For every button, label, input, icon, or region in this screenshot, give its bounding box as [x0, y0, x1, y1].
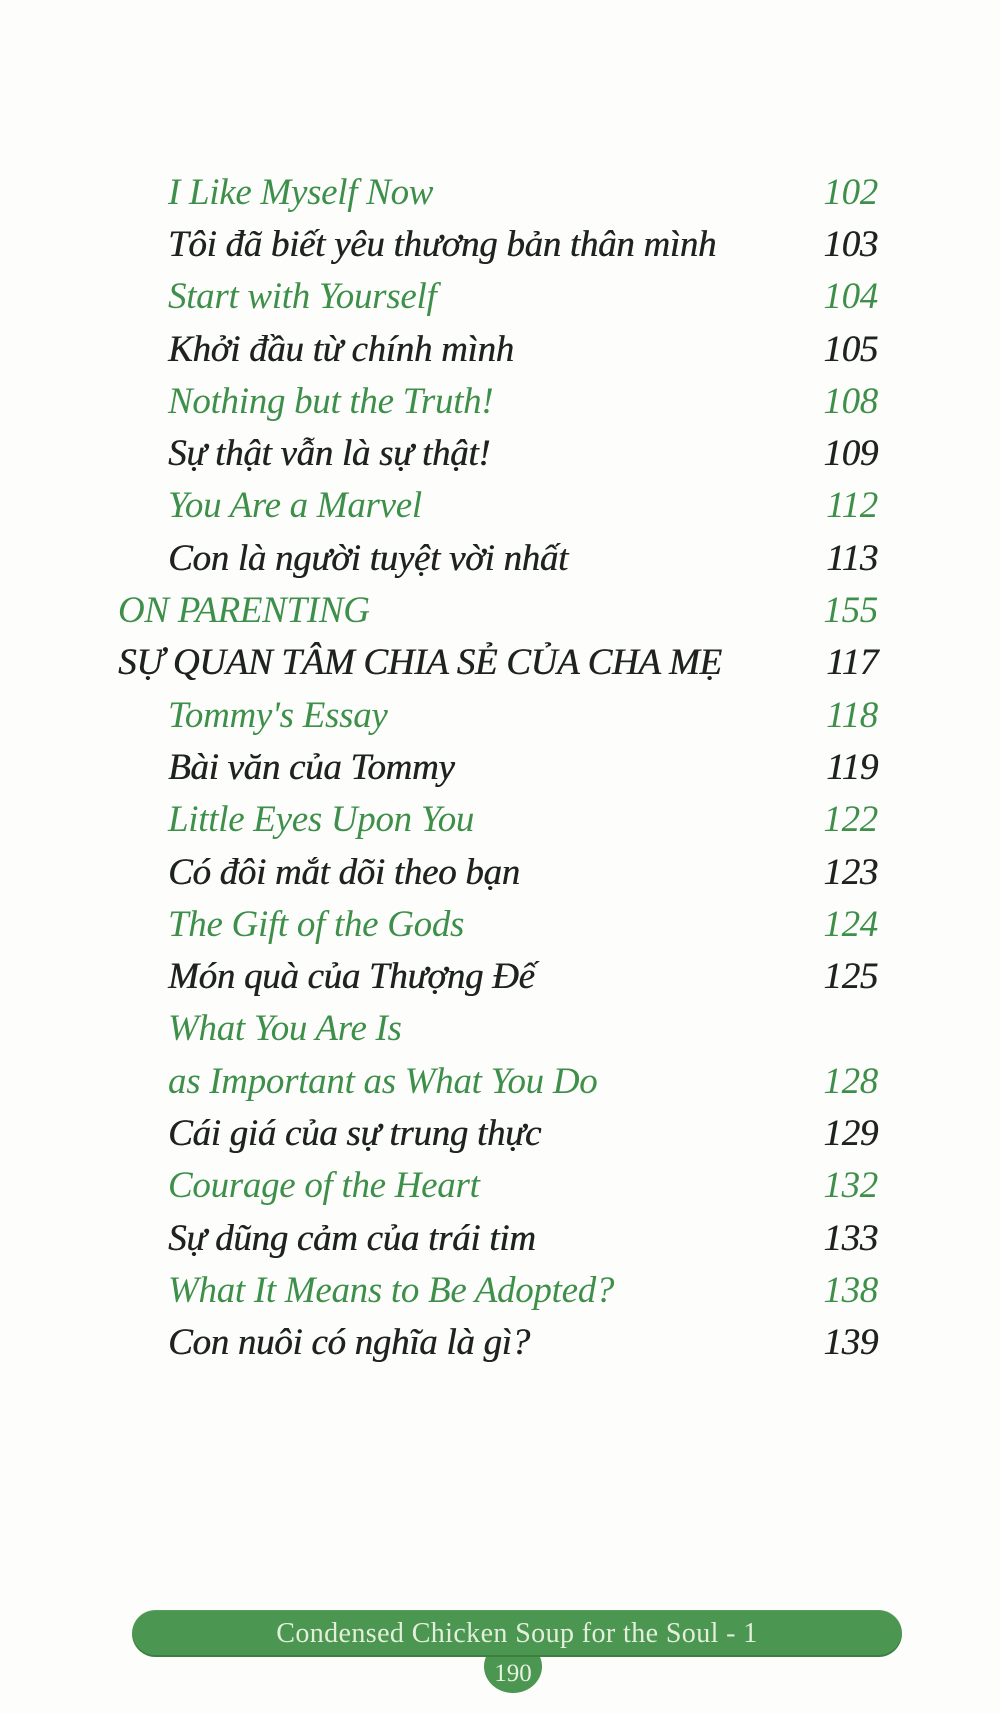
toc-row: Tôi đã biết yêu thương bản thân mình 103	[0, 218, 1000, 270]
toc-entry-page: 123	[823, 851, 878, 893]
toc-entry-page: 132	[823, 1165, 878, 1207]
page-number: 190	[494, 1660, 532, 1687]
toc-entry-title: I Like Myself Now	[168, 171, 434, 213]
toc-section-title: ON PARENTING	[118, 590, 370, 632]
toc-entry-title: The Gift of the Gods	[168, 903, 465, 945]
toc-row: You Are a Marvel 112	[0, 480, 1000, 532]
toc-entry-title: Cái giá của sự trung thực	[168, 1112, 542, 1154]
toc-row: The Gift of the Gods 124	[0, 898, 1000, 950]
toc-entry-title: Start with Yourself	[168, 276, 437, 318]
toc-row: Bài văn của Tommy 119	[0, 741, 1000, 793]
toc-entry-title: Bài văn của Tommy	[168, 746, 455, 788]
toc-entry-page: 129	[823, 1112, 878, 1154]
toc-section-title: SỰ QUAN TÂM CHIA SẺ CỦA CHA MẸ	[118, 642, 722, 684]
toc-row: Có đôi mắt dõi theo bạn 123	[0, 846, 1000, 898]
toc-row: Courage of the Heart 132	[0, 1160, 1000, 1212]
toc-row: as Important as What You Do 128	[0, 1055, 1000, 1107]
toc-entry-page: 112	[826, 485, 878, 527]
toc-section-row: SỰ QUAN TÂM CHIA SẺ CỦA CHA MẸ 117	[0, 637, 1000, 689]
toc-entry-page: 109	[823, 433, 878, 475]
toc-entry-title: Little Eyes Upon You	[168, 799, 475, 841]
toc-row: Món quà của Thượng Đế 125	[0, 950, 1000, 1002]
footer-book-title-bar: Condensed Chicken Soup for the Soul - 1	[132, 1610, 902, 1657]
toc-entry-title: Có đôi mắt dõi theo bạn	[168, 851, 520, 893]
toc-entry-page: 117	[826, 642, 878, 684]
toc-row: Sự thật vẫn là sự thật! 109	[0, 427, 1000, 479]
toc-row: Start with Yourself 104	[0, 271, 1000, 323]
toc-row: I Like Myself Now 102	[0, 166, 1000, 218]
toc-entry-page: 102	[823, 171, 878, 213]
toc-entry-title: Con là người tuyệt vời nhất	[168, 537, 568, 579]
toc-entry-title: What It Means to Be Adopted?	[168, 1269, 615, 1311]
toc-row: What You Are Is	[0, 1003, 1000, 1055]
toc-entry-page: 128	[823, 1060, 878, 1102]
toc-entry-page: 124	[823, 903, 878, 945]
toc-entry-title: Sự thật vẫn là sự thật!	[168, 433, 491, 475]
toc-entry-page: 122	[823, 799, 878, 841]
toc-row: Little Eyes Upon You 122	[0, 794, 1000, 846]
toc-entry-title: Nothing but the Truth!	[168, 380, 494, 422]
book-title: Condensed Chicken Soup for the Soul - 1	[276, 1617, 758, 1649]
toc-entry-page: 108	[823, 380, 878, 422]
toc-row: Sự dũng cảm của trái tim 133	[0, 1212, 1000, 1264]
toc-entry-page: 138	[823, 1269, 878, 1311]
toc-entry-title: Khởi đầu từ chính mình	[168, 328, 514, 370]
toc-entry-title: Tôi đã biết yêu thương bản thân mình	[168, 223, 717, 265]
toc-section-row: ON PARENTING 155	[0, 584, 1000, 636]
toc-entry-page: 104	[823, 276, 878, 318]
toc-entry-page: 118	[826, 694, 878, 736]
toc-row: Tommy's Essay 118	[0, 689, 1000, 741]
toc-row: Con là người tuyệt vời nhất 113	[0, 532, 1000, 584]
toc-entry-page: 155	[823, 590, 878, 632]
toc-entry-title: Courage of the Heart	[168, 1165, 480, 1207]
toc-entry-page: 105	[823, 328, 878, 370]
toc-entry-title: You Are a Marvel	[168, 485, 422, 527]
toc-entry-title: Sự dũng cảm của trái tim	[168, 1217, 536, 1259]
toc-entry-title: Con nuôi có nghĩa là gì?	[168, 1322, 530, 1364]
toc-entry-page: 103	[823, 223, 878, 265]
toc-row: Cái giá của sự trung thực 129	[0, 1107, 1000, 1159]
toc-entry-page: 139	[823, 1322, 878, 1364]
toc-entry-page: 125	[823, 956, 878, 998]
toc-entry-title: Món quà của Thượng Đế	[168, 956, 535, 998]
toc-row: Con nuôi có nghĩa là gì? 139	[0, 1317, 1000, 1369]
toc-entry-title: as Important as What You Do	[168, 1060, 598, 1102]
toc-entry-page: 119	[826, 746, 878, 788]
toc-entry-page: 133	[823, 1217, 878, 1259]
table-of-contents: I Like Myself Now 102 Tôi đã biết yêu th…	[0, 166, 1000, 1369]
toc-entry-title: What You Are Is	[168, 1008, 402, 1050]
toc-row: What It Means to Be Adopted? 138	[0, 1264, 1000, 1316]
toc-row: Khởi đầu từ chính mình 105	[0, 323, 1000, 375]
toc-entry-title: Tommy's Essay	[168, 694, 388, 736]
toc-entry-page: 113	[826, 537, 878, 579]
toc-row: Nothing but the Truth! 108	[0, 375, 1000, 427]
